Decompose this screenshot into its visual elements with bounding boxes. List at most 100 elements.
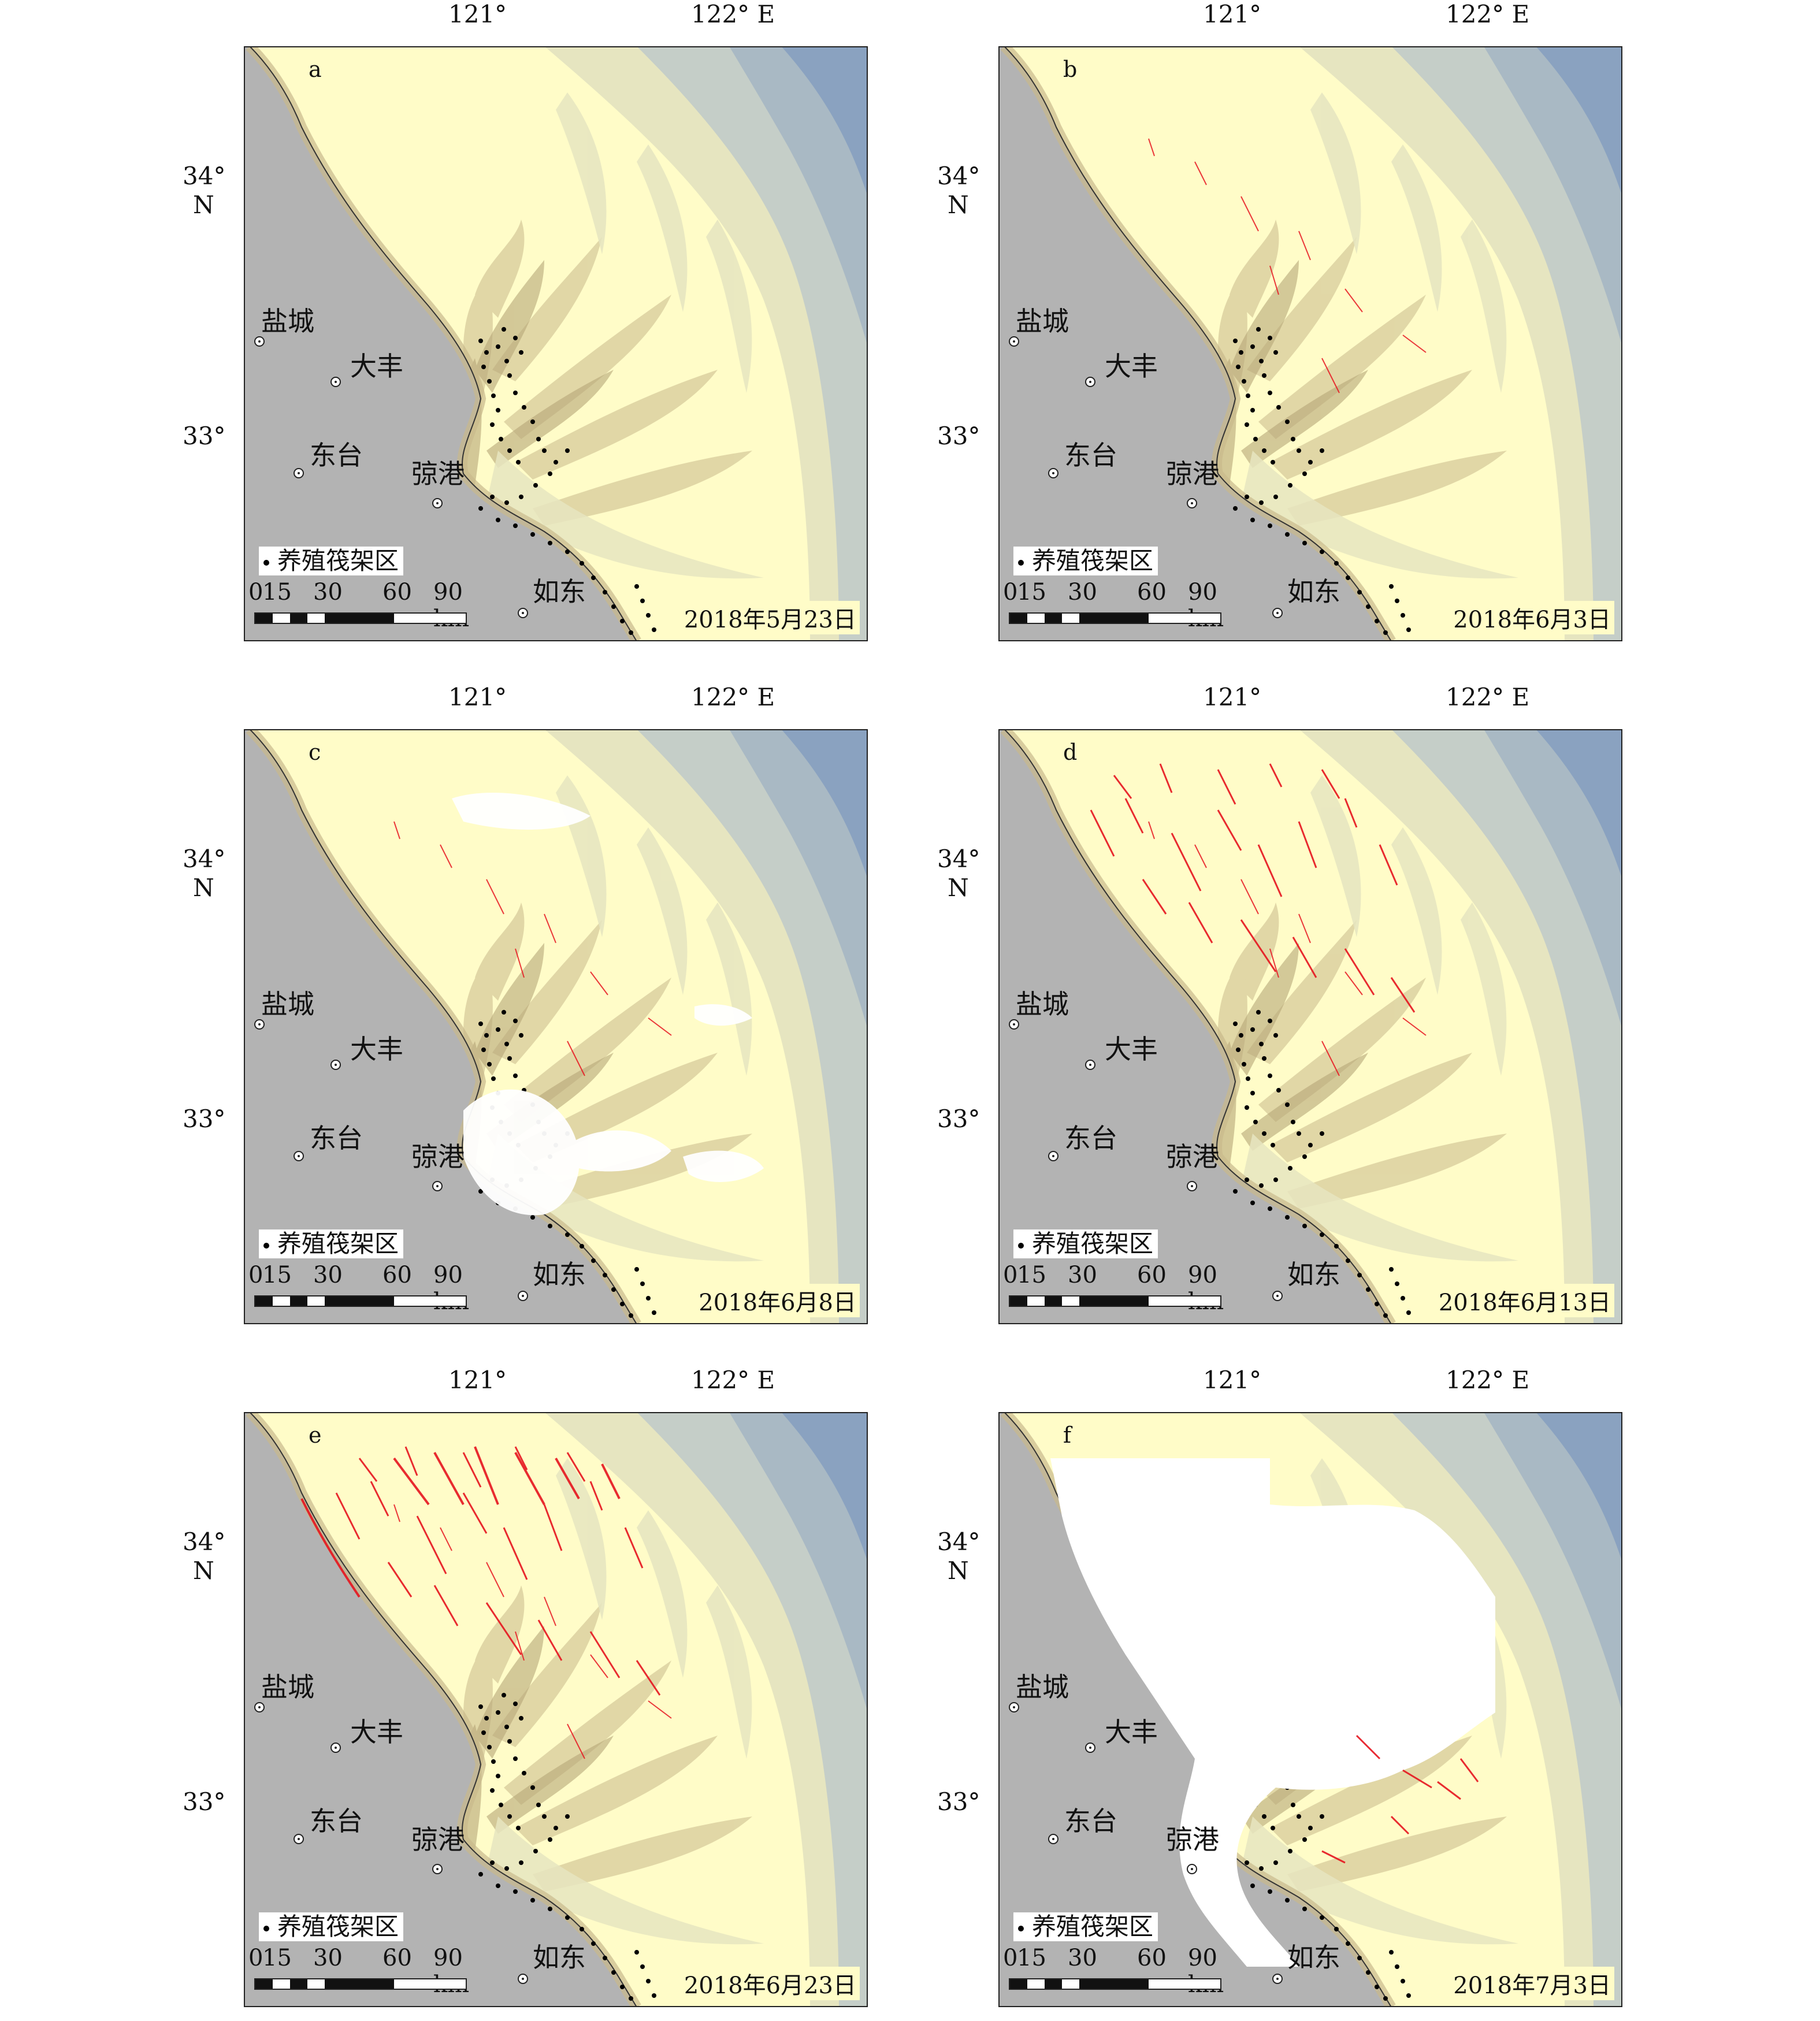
scale-tick: 60 xyxy=(382,579,412,605)
lat-34-right-row1: 34° xyxy=(937,162,980,190)
acquisition-date: 2018年6月8日 xyxy=(695,1284,860,1317)
lat-n-right-row1: N xyxy=(948,191,969,219)
scale-tick: 30 xyxy=(313,579,343,605)
lon-label-122-right-row2: 122° E xyxy=(1446,683,1530,711)
city-marker-qionggang xyxy=(1187,498,1197,508)
legend-label: 养殖筏架区 xyxy=(1032,547,1154,575)
acquisition-date: 2018年6月23日 xyxy=(680,1967,860,2000)
panel-letter: c xyxy=(309,740,321,765)
city-label-qionggang: 弶港 xyxy=(1166,1141,1219,1172)
lat-33-left-row3: 33° xyxy=(183,1788,226,1816)
scale-tick: 15 xyxy=(262,579,292,605)
city-label-yancheng: 盐城 xyxy=(1016,989,1069,1020)
city-marker-yancheng xyxy=(1009,1702,1019,1712)
legend-label: 养殖筏架区 xyxy=(277,1229,399,1258)
scale-tick: 0 xyxy=(1003,579,1018,605)
lon-label-121-left-row3: 121° xyxy=(448,1366,507,1394)
scale-bar xyxy=(1009,1978,1221,1990)
city-label-yancheng: 盐城 xyxy=(261,306,314,337)
scale-tick: 90 km xyxy=(433,1262,469,1315)
scale-labels: 0 15 30 60 90 km xyxy=(248,579,469,632)
scale-tick: 30 xyxy=(313,1945,343,1971)
lat-34-right-row2: 34° xyxy=(937,845,980,873)
city-marker-dongtai xyxy=(1048,1151,1058,1161)
scale-labels: 0 15 30 60 90 km xyxy=(1003,1945,1224,1998)
scale-bar xyxy=(254,1295,467,1307)
scale-tick: 90 km xyxy=(433,579,469,632)
lat-33-left-row1: 33° xyxy=(183,422,226,450)
map-panel-e: e 盐城 大丰 东台 弶港 如东 养殖筏架区 0 15 30 60 90 km … xyxy=(244,1412,868,2007)
panel-letter: b xyxy=(1063,57,1078,82)
cloud-mask xyxy=(452,793,764,1216)
scale-tick: 90 km xyxy=(1188,579,1224,632)
legend-raft-area: 养殖筏架区 xyxy=(259,1229,404,1258)
cloud-mask xyxy=(1050,1458,1495,1967)
city-marker-dongtai xyxy=(294,1151,304,1161)
lon-label-122-left-row2: 122° E xyxy=(691,683,775,711)
city-marker-qionggang xyxy=(432,1864,443,1874)
lat-n-left-row3: N xyxy=(193,1556,214,1585)
scale-tick: 0 xyxy=(1003,1945,1018,1971)
city-label-qionggang: 弶港 xyxy=(411,458,465,489)
map-canvas xyxy=(998,1412,1622,2007)
scale-tick: 15 xyxy=(1017,579,1046,605)
city-label-dafeng: 大丰 xyxy=(1105,351,1158,382)
scale-bar xyxy=(254,1978,467,1990)
city-marker-rudong xyxy=(518,1974,528,1984)
city-label-rudong: 如东 xyxy=(1287,576,1340,607)
lat-n-right-row3: N xyxy=(948,1556,969,1585)
city-marker-rudong xyxy=(1272,1974,1283,1984)
scale-tick: 30 xyxy=(1068,579,1097,605)
lat-n-left-row1: N xyxy=(193,191,214,219)
city-label-rudong: 如东 xyxy=(533,1259,586,1290)
map-panel-c: c 盐城 大丰 东台 弶港 如东 养殖筏架区 0 15 30 60 90 km … xyxy=(244,729,868,1324)
scale-tick: 90 km xyxy=(433,1945,469,1998)
city-label-qionggang: 弶港 xyxy=(411,1824,465,1855)
scale-bar xyxy=(1009,1295,1221,1307)
scale-tick: 30 xyxy=(1068,1262,1097,1288)
lon-label-122-right-row1: 122° E xyxy=(1446,0,1530,28)
panel-letter: a xyxy=(309,57,322,82)
coastal-algae-band xyxy=(300,1446,621,1598)
city-marker-dongtai xyxy=(1048,1834,1058,1844)
city-marker-qionggang xyxy=(1187,1181,1197,1191)
city-label-qionggang: 弶港 xyxy=(1166,458,1219,489)
city-marker-dafeng xyxy=(1085,1060,1095,1070)
scale-tick: 0 xyxy=(1003,1262,1018,1288)
scale-tick: 30 xyxy=(1068,1945,1097,1971)
lon-label-121-right-row3: 121° xyxy=(1203,1366,1262,1394)
scale-tick: 60 xyxy=(1137,1262,1167,1288)
city-label-dongtai: 东台 xyxy=(310,1805,363,1837)
lat-33-right-row3: 33° xyxy=(937,1788,980,1816)
city-label-dafeng: 大丰 xyxy=(350,351,403,382)
lat-34-right-row3: 34° xyxy=(937,1528,980,1556)
scale-labels: 0 15 30 60 90 km xyxy=(248,1262,469,1315)
city-marker-yancheng xyxy=(1009,1019,1019,1030)
scale-tick: 0 xyxy=(248,1945,263,1971)
city-label-dongtai: 东台 xyxy=(1064,1805,1117,1837)
lon-label-121-right-row1: 121° xyxy=(1203,0,1262,28)
lon-label-122-left-row1: 122° E xyxy=(691,0,775,28)
panel-letter: e xyxy=(309,1422,322,1448)
scale-labels: 0 15 30 60 90 km xyxy=(1003,579,1224,632)
acquisition-date: 2018年6月3日 xyxy=(1450,601,1614,634)
city-marker-dongtai xyxy=(294,1834,304,1844)
legend-raft-area: 养殖筏架区 xyxy=(259,547,404,575)
city-label-dafeng: 大丰 xyxy=(350,1034,403,1065)
scale-tick: 15 xyxy=(1017,1262,1046,1288)
map-canvas xyxy=(244,1412,868,2007)
scale-tick: 90 km xyxy=(1188,1262,1224,1315)
scale-tick: 30 xyxy=(313,1262,343,1288)
acquisition-date: 2018年7月3日 xyxy=(1450,1967,1614,2000)
city-marker-yancheng xyxy=(254,336,265,347)
raft-dot-icon xyxy=(263,1243,269,1249)
legend-raft-area: 养殖筏架区 xyxy=(1013,1912,1158,1941)
city-marker-dafeng xyxy=(330,1743,341,1753)
scale-tick: 60 xyxy=(382,1262,412,1288)
lon-label-122-right-row3: 122° E xyxy=(1446,1366,1530,1394)
city-label-rudong: 如东 xyxy=(1287,1942,1340,1973)
lat-33-right-row2: 33° xyxy=(937,1105,980,1133)
city-marker-rudong xyxy=(518,608,528,618)
scale-labels: 0 15 30 60 90 km xyxy=(1003,1262,1224,1315)
lon-label-121-left-row1: 121° xyxy=(448,0,507,28)
